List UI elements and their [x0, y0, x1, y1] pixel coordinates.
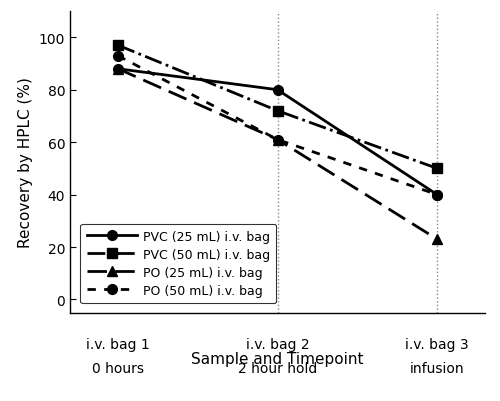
PO (25 mL) i.v. bag — [274, 138, 280, 143]
Y-axis label: Recovery by HPLC (%): Recovery by HPLC (%) — [18, 77, 33, 248]
PVC (25 mL) i.v. bag — [115, 67, 121, 72]
Legend: PVC (25 mL) i.v. bag, PVC (50 mL) i.v. bag, PO (25 mL) i.v. bag, PO (50 mL) i.v.: PVC (25 mL) i.v. bag, PVC (50 mL) i.v. b… — [80, 224, 276, 304]
Text: infusion: infusion — [410, 361, 465, 375]
Text: i.v. bag 1: i.v. bag 1 — [86, 337, 150, 351]
PVC (50 mL) i.v. bag — [434, 166, 440, 171]
Line: PVC (25 mL) i.v. bag: PVC (25 mL) i.v. bag — [113, 65, 442, 200]
Text: 2 hour hold: 2 hour hold — [238, 361, 317, 375]
X-axis label: Sample and Timepoint: Sample and Timepoint — [191, 352, 364, 367]
PO (50 mL) i.v. bag — [115, 54, 121, 59]
PVC (50 mL) i.v. bag — [274, 109, 280, 114]
Line: PO (25 mL) i.v. bag: PO (25 mL) i.v. bag — [113, 65, 442, 244]
PVC (25 mL) i.v. bag — [274, 88, 280, 93]
PO (25 mL) i.v. bag — [434, 237, 440, 242]
PVC (50 mL) i.v. bag — [115, 44, 121, 49]
PVC (25 mL) i.v. bag — [434, 193, 440, 198]
PO (50 mL) i.v. bag — [274, 138, 280, 143]
PO (25 mL) i.v. bag — [115, 67, 121, 72]
PO (50 mL) i.v. bag — [434, 193, 440, 198]
Text: i.v. bag 3: i.v. bag 3 — [406, 337, 469, 351]
Line: PVC (50 mL) i.v. bag: PVC (50 mL) i.v. bag — [113, 41, 442, 174]
Text: 0 hours: 0 hours — [92, 361, 144, 375]
Line: PO (50 mL) i.v. bag: PO (50 mL) i.v. bag — [113, 52, 442, 200]
Text: i.v. bag 2: i.v. bag 2 — [246, 337, 310, 351]
